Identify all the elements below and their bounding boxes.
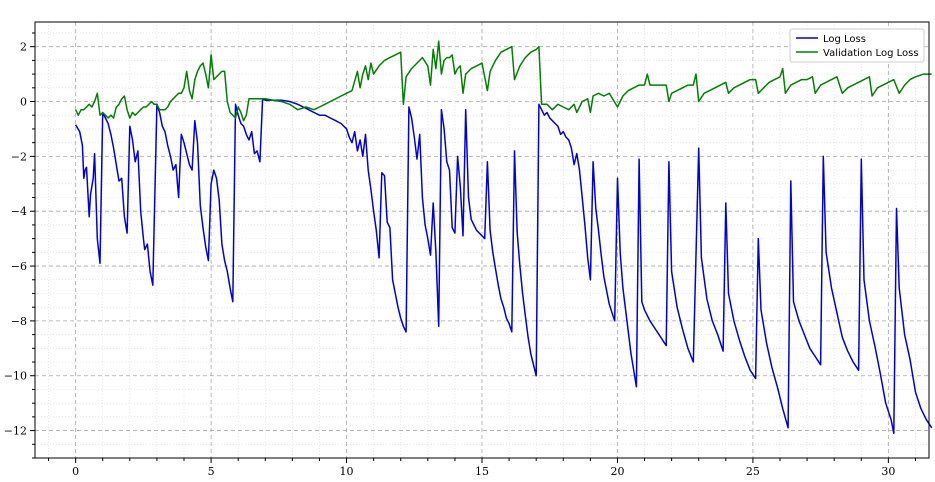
legend-label-validation-log-loss: Validation Log Loss [823, 48, 919, 59]
grid [35, 22, 929, 459]
axis-ticks: 0 5 10 15 20 25 30 −12 −10 −8 −6 −4 −2 0 2 [4, 32, 916, 478]
legend-box [789, 28, 925, 63]
y-tick-label: 0 [20, 96, 27, 109]
x-tick-label: 10 [340, 465, 354, 478]
y-tick-label: 2 [20, 41, 27, 54]
y-tick-label: −10 [4, 370, 27, 383]
legend: Log Loss Validation Log Loss [789, 28, 925, 63]
y-tick-label: −12 [4, 425, 27, 438]
x-tick-label: 15 [475, 465, 489, 478]
series-line-validation-log-loss [74, 40, 932, 122]
x-tick-label: 0 [72, 465, 79, 478]
x-tick-label: 30 [881, 465, 895, 478]
y-tick-label: −4 [11, 205, 27, 218]
series-layer [74, 40, 933, 435]
x-tick-label: 5 [208, 465, 215, 478]
y-tick-label: −8 [11, 315, 27, 328]
legend-label-log-loss: Log Loss [823, 34, 866, 45]
y-tick-label: −2 [11, 150, 27, 163]
x-tick-label: 25 [746, 465, 760, 478]
y-tick-label: −6 [11, 260, 27, 273]
series-line-log-loss [74, 98, 933, 435]
x-tick-label: 20 [610, 465, 624, 478]
